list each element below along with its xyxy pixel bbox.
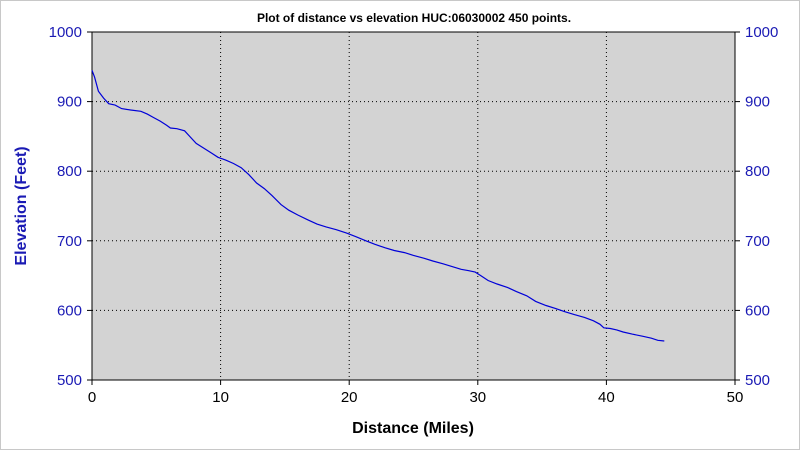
y-tick-label-right: 800 bbox=[745, 163, 770, 180]
y-tick-label-right: 500 bbox=[745, 372, 770, 389]
y-tick-label-left: 700 bbox=[57, 233, 82, 250]
y-tick-label-right: 1000 bbox=[745, 24, 778, 41]
x-tick-label: 0 bbox=[88, 389, 96, 406]
elevation-series-line bbox=[91, 70, 665, 342]
y-tick-label-left: 600 bbox=[57, 302, 82, 319]
x-tick-label: 20 bbox=[341, 389, 358, 406]
y-tick-label-left: 1000 bbox=[49, 24, 82, 41]
plot-area bbox=[91, 31, 736, 381]
y-tick-label-right: 600 bbox=[745, 302, 770, 319]
y-tick-label-right: 700 bbox=[745, 233, 770, 250]
y-tick-label-left: 900 bbox=[57, 94, 82, 111]
x-tick-label: 50 bbox=[727, 389, 744, 406]
y-axis-title: Elevation (Feet) bbox=[13, 146, 30, 265]
y-tick-label-left: 500 bbox=[57, 372, 82, 389]
x-tick-label: 10 bbox=[212, 389, 229, 406]
x-tick-label: 40 bbox=[598, 389, 615, 406]
x-axis-title: Distance (Miles) bbox=[352, 420, 474, 437]
y-tick-label-left: 800 bbox=[57, 163, 82, 180]
x-tick-label: 30 bbox=[469, 389, 486, 406]
y-tick-label-right: 900 bbox=[745, 94, 770, 111]
chart-title: Plot of distance vs elevation HUC:060300… bbox=[257, 11, 571, 25]
tick-marks bbox=[87, 31, 740, 385]
